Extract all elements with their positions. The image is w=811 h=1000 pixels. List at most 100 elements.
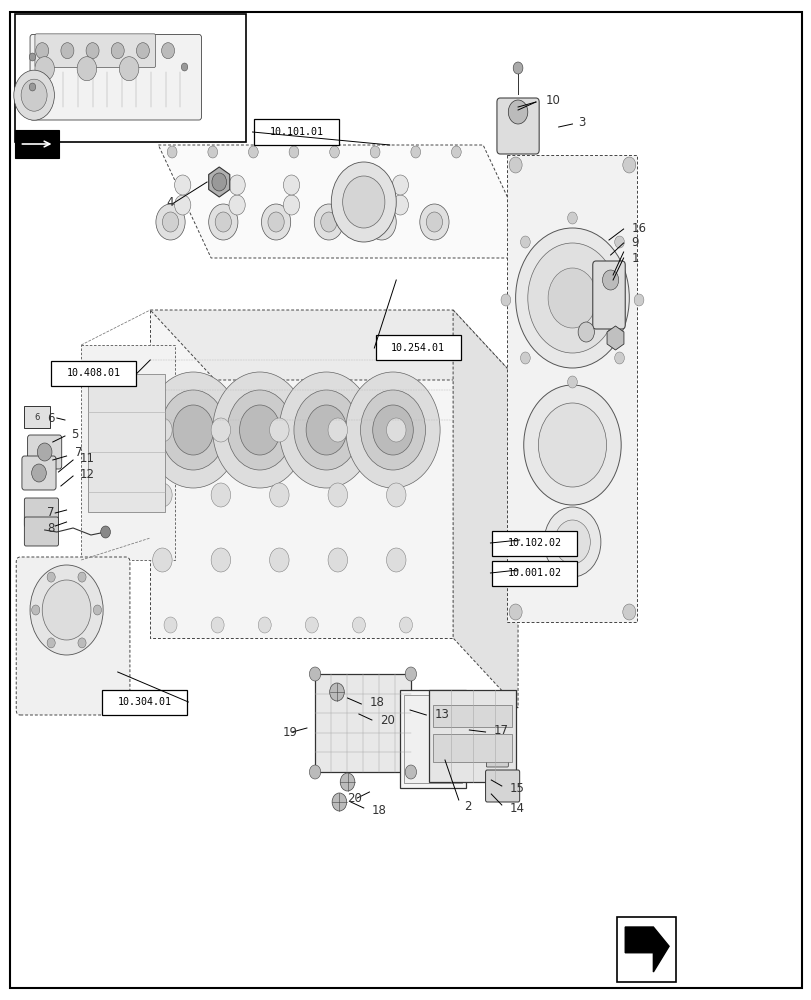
Circle shape bbox=[306, 405, 346, 455]
Bar bbox=[432, 705, 512, 727]
Text: 10.001.02: 10.001.02 bbox=[507, 568, 560, 578]
Circle shape bbox=[93, 605, 101, 615]
Circle shape bbox=[451, 146, 461, 158]
FancyBboxPatch shape bbox=[35, 34, 156, 68]
Circle shape bbox=[37, 443, 52, 461]
Circle shape bbox=[174, 175, 191, 195]
Text: 3: 3 bbox=[577, 115, 585, 128]
Circle shape bbox=[386, 548, 406, 572]
Circle shape bbox=[386, 418, 406, 442]
Circle shape bbox=[622, 157, 635, 173]
Circle shape bbox=[426, 212, 442, 232]
Circle shape bbox=[360, 390, 425, 470]
Circle shape bbox=[86, 43, 99, 59]
Circle shape bbox=[410, 146, 420, 158]
Circle shape bbox=[212, 372, 307, 488]
Circle shape bbox=[32, 464, 46, 482]
FancyBboxPatch shape bbox=[485, 770, 519, 802]
Circle shape bbox=[309, 667, 320, 681]
Circle shape bbox=[405, 765, 416, 779]
Circle shape bbox=[215, 212, 231, 232]
FancyBboxPatch shape bbox=[24, 517, 58, 546]
Circle shape bbox=[567, 376, 577, 388]
Circle shape bbox=[508, 157, 521, 173]
Circle shape bbox=[289, 146, 298, 158]
Bar bbox=[102, 690, 187, 714]
Circle shape bbox=[208, 146, 217, 158]
Circle shape bbox=[78, 572, 86, 582]
Bar bbox=[399, 690, 466, 788]
Circle shape bbox=[294, 390, 358, 470]
Circle shape bbox=[283, 175, 299, 195]
Circle shape bbox=[543, 507, 600, 577]
Bar bbox=[491, 530, 576, 556]
Circle shape bbox=[181, 63, 187, 71]
Circle shape bbox=[77, 57, 97, 81]
Text: 2: 2 bbox=[464, 800, 471, 812]
Circle shape bbox=[211, 483, 230, 507]
Text: 12: 12 bbox=[79, 468, 94, 481]
Text: 8: 8 bbox=[47, 522, 54, 534]
Polygon shape bbox=[150, 310, 517, 380]
Circle shape bbox=[399, 617, 412, 633]
Circle shape bbox=[101, 526, 110, 538]
Text: 6: 6 bbox=[35, 412, 40, 422]
Circle shape bbox=[174, 195, 191, 215]
Polygon shape bbox=[158, 145, 535, 258]
Text: 18: 18 bbox=[371, 804, 386, 816]
Bar bbox=[432, 734, 512, 762]
FancyBboxPatch shape bbox=[30, 34, 201, 120]
Text: 19: 19 bbox=[282, 726, 297, 738]
Circle shape bbox=[29, 83, 36, 91]
Circle shape bbox=[367, 204, 396, 240]
Circle shape bbox=[520, 236, 530, 248]
Text: 10.304.01: 10.304.01 bbox=[118, 697, 171, 707]
FancyBboxPatch shape bbox=[592, 261, 624, 329]
Text: 10.102.02: 10.102.02 bbox=[507, 538, 560, 548]
Bar bbox=[50, 360, 135, 385]
Polygon shape bbox=[208, 167, 230, 197]
Circle shape bbox=[61, 43, 74, 59]
Text: 4: 4 bbox=[166, 196, 174, 209]
Circle shape bbox=[152, 418, 172, 442]
Bar bbox=[315, 674, 410, 772]
Circle shape bbox=[29, 53, 36, 61]
Circle shape bbox=[392, 195, 408, 215]
FancyBboxPatch shape bbox=[24, 498, 58, 527]
Polygon shape bbox=[507, 155, 637, 622]
Bar bbox=[88, 374, 165, 512]
Circle shape bbox=[328, 418, 347, 442]
Circle shape bbox=[212, 173, 226, 191]
Circle shape bbox=[314, 204, 343, 240]
Circle shape bbox=[164, 617, 177, 633]
Circle shape bbox=[47, 638, 55, 648]
Circle shape bbox=[248, 146, 258, 158]
Circle shape bbox=[42, 580, 91, 640]
Circle shape bbox=[523, 385, 620, 505]
Text: 7: 7 bbox=[47, 506, 54, 520]
Circle shape bbox=[328, 483, 347, 507]
Text: 15: 15 bbox=[509, 782, 524, 794]
FancyBboxPatch shape bbox=[28, 435, 62, 469]
Circle shape bbox=[156, 204, 185, 240]
Bar bbox=[375, 335, 460, 360]
Circle shape bbox=[329, 146, 339, 158]
Bar bbox=[24, 406, 50, 428]
Circle shape bbox=[136, 43, 149, 59]
Text: 10.101.01: 10.101.01 bbox=[269, 127, 323, 137]
Circle shape bbox=[405, 667, 416, 681]
Circle shape bbox=[78, 638, 86, 648]
Circle shape bbox=[111, 43, 124, 59]
Circle shape bbox=[21, 79, 47, 111]
Circle shape bbox=[146, 372, 240, 488]
Bar bbox=[253, 119, 338, 144]
Circle shape bbox=[309, 765, 320, 779]
Circle shape bbox=[305, 617, 318, 633]
Text: 18: 18 bbox=[369, 696, 384, 708]
Bar bbox=[491, 560, 576, 585]
Circle shape bbox=[269, 548, 289, 572]
Circle shape bbox=[386, 483, 406, 507]
Text: 6: 6 bbox=[47, 412, 54, 424]
Bar bbox=[15, 14, 246, 142]
Circle shape bbox=[342, 176, 384, 228]
